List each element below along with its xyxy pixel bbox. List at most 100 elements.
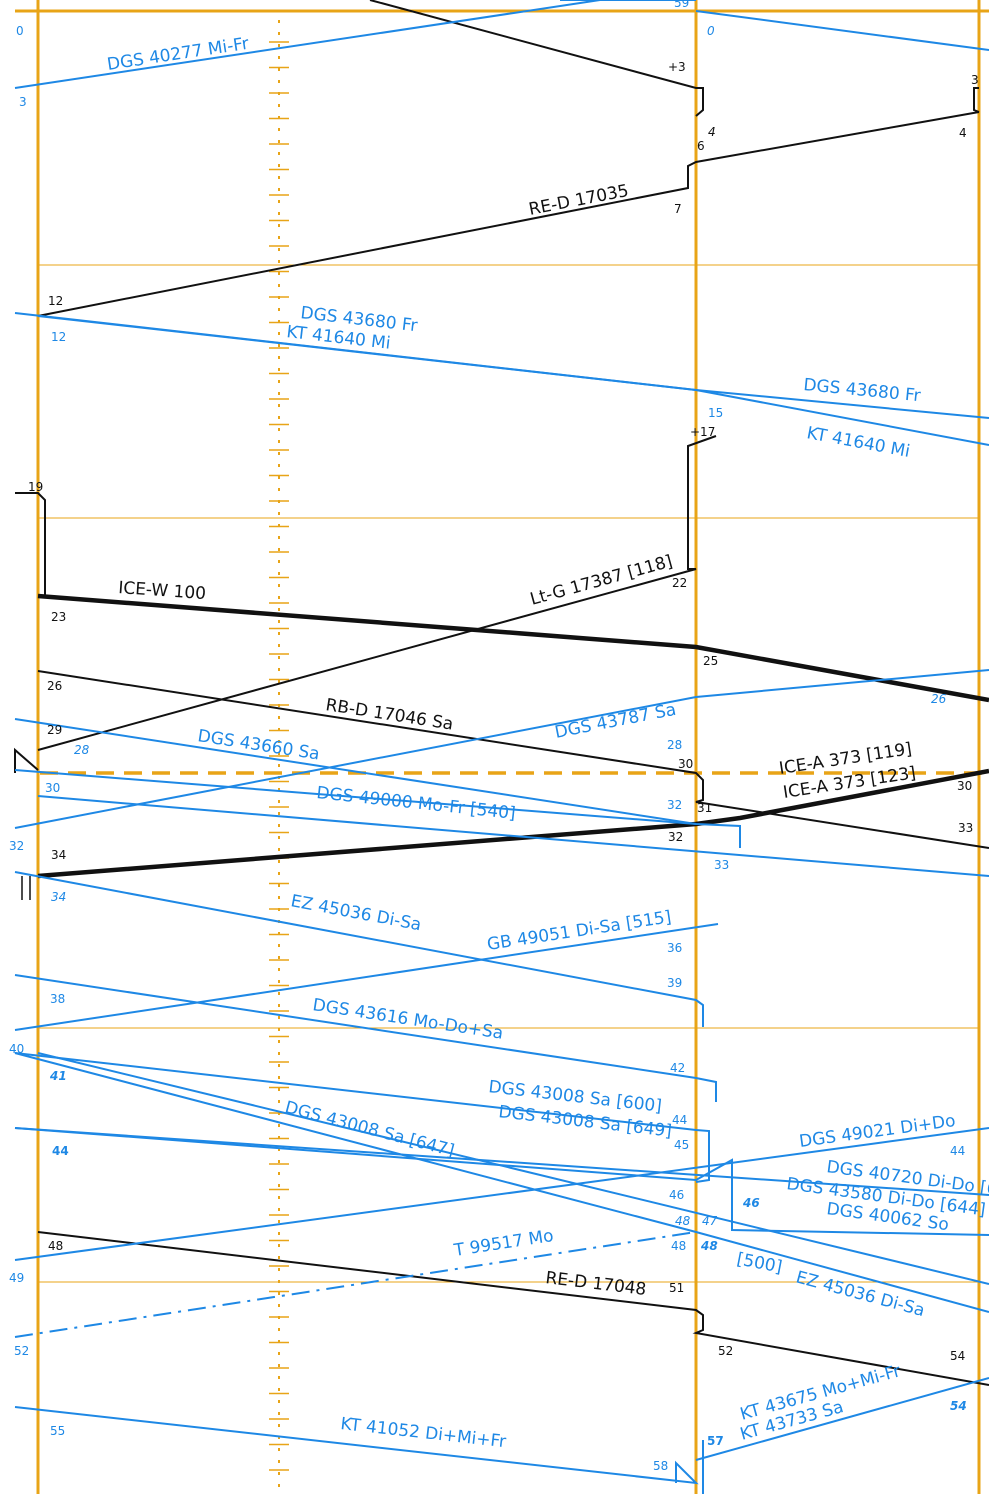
- time-label: 30: [45, 781, 60, 795]
- time-label: 47: [702, 1214, 718, 1228]
- train-path: [14, 769, 741, 848]
- time-label: 22: [672, 576, 687, 590]
- train-path: [14, 1127, 989, 1261]
- time-label: 34: [51, 890, 66, 904]
- time-label: 58: [653, 1459, 668, 1473]
- train-path: [37, 795, 989, 877]
- train-label: DGS 43616 Mo-Do+Sa: [311, 995, 504, 1044]
- time-label: 32: [9, 839, 24, 853]
- train-paths-black-thick: [37, 593, 989, 879]
- train-path-ice-w-100: [37, 593, 989, 703]
- train-label: DGS 40277 Mi-Fr: [106, 34, 250, 75]
- train-label: DGS 49000 Mo-Fr [540]: [315, 783, 516, 824]
- time-label: 54: [950, 1349, 965, 1363]
- train-path-stubs: [21, 876, 31, 900]
- time-label: 46: [669, 1188, 684, 1202]
- time-label: 55: [50, 1424, 65, 1438]
- time-label: 4: [708, 125, 716, 139]
- time-label: 26: [931, 692, 947, 706]
- time-label: 48: [48, 1239, 63, 1253]
- train-path: [37, 111, 980, 317]
- time-label: 19: [28, 480, 43, 494]
- time-label: 54: [950, 1399, 967, 1413]
- time-label: 41: [49, 1069, 67, 1083]
- train-path-ice-a-373: [37, 768, 989, 879]
- train-label: RB-D 17046 Sa: [324, 695, 454, 734]
- train-label: EZ 45036 Di-Sa: [289, 891, 423, 935]
- train-paths-black: [14, 0, 989, 1386]
- time-label: 6: [697, 139, 705, 153]
- train-path: [14, 669, 989, 829]
- train-paths-blue: [14, 0, 989, 1494]
- time-label: 44: [672, 1113, 687, 1127]
- time-label: 46: [742, 1196, 760, 1210]
- time-label: 0: [16, 24, 24, 38]
- train-path: [695, 1377, 989, 1461]
- time-label: 48: [675, 1214, 691, 1228]
- time-label: 29: [47, 723, 62, 737]
- time-label: 30: [678, 757, 693, 771]
- time-label: 40: [9, 1042, 24, 1056]
- time-label: 59: [674, 0, 689, 10]
- train-label: EZ 45036 Di-Sa: [794, 1268, 927, 1322]
- time-label: 31: [697, 801, 712, 815]
- train-path: [14, 923, 719, 1031]
- train-path: [14, 1052, 989, 1313]
- time-label: 44: [52, 1144, 69, 1158]
- time-label: 49: [9, 1271, 24, 1285]
- train-label: DGS 43787 Sa: [553, 700, 678, 743]
- train-label: DGS 49021 Di+Do: [798, 1111, 957, 1152]
- time-label: 0: [707, 24, 715, 38]
- train-path: [37, 1231, 989, 1386]
- train-path-dash-dot: [14, 1231, 697, 1338]
- time-label: 38: [50, 992, 65, 1006]
- time-label: 3: [19, 95, 27, 109]
- time-label: 23: [51, 610, 66, 624]
- train-path: [973, 87, 980, 113]
- train-path: [37, 670, 989, 849]
- time-label: 39: [667, 976, 682, 990]
- train-path: [37, 315, 697, 391]
- train-path: [369, 0, 704, 117]
- time-label: +17: [690, 425, 715, 439]
- time-label: 28: [74, 743, 90, 757]
- time-label: 48: [700, 1239, 718, 1253]
- train-label: RE-D 17035: [527, 181, 630, 220]
- train-path: [14, 718, 697, 825]
- train-path: [15, 492, 46, 595]
- time-label: 52: [14, 1344, 29, 1358]
- train-label: DGS 43660 Sa: [196, 726, 321, 764]
- time-label: 12: [51, 330, 66, 344]
- station-grid: [15, 0, 989, 1494]
- train-path: [14, 871, 704, 1027]
- train-path: [695, 389, 989, 446]
- train-path: [695, 389, 989, 419]
- time-label: 12: [48, 294, 63, 308]
- train-label: GB 49051 Di-Sa [515]: [486, 907, 673, 955]
- train-path: [14, 1127, 989, 1196]
- train-path: [695, 10, 989, 51]
- time-label: 32: [667, 798, 682, 812]
- train-path: [14, 974, 717, 1102]
- time-label: 4: [959, 126, 967, 140]
- time-label: 57: [707, 1434, 724, 1448]
- train-path: [14, 747, 39, 773]
- train-path: [14, 0, 601, 89]
- time-label: 30: [957, 779, 972, 793]
- time-label: 52: [718, 1344, 733, 1358]
- train-path: [14, 1052, 710, 1183]
- time-label: 15: [708, 406, 723, 420]
- time-label: 45: [674, 1138, 689, 1152]
- time-label: +3: [668, 60, 686, 74]
- train-label: KT 41640 Mi: [805, 423, 911, 462]
- time-numbers-blue: 59 0 0 3 12 15 26 28 28 30 32 32 33 34 3…: [9, 0, 967, 1473]
- train-path: [14, 1406, 699, 1485]
- block-signal-ticks: [269, 41, 289, 1471]
- time-label: 33: [714, 858, 729, 872]
- time-label: 48: [671, 1239, 686, 1253]
- time-label: 33: [958, 821, 973, 835]
- time-label: 3: [971, 73, 979, 87]
- time-label: 28: [667, 738, 682, 752]
- time-label: 51: [669, 1281, 684, 1295]
